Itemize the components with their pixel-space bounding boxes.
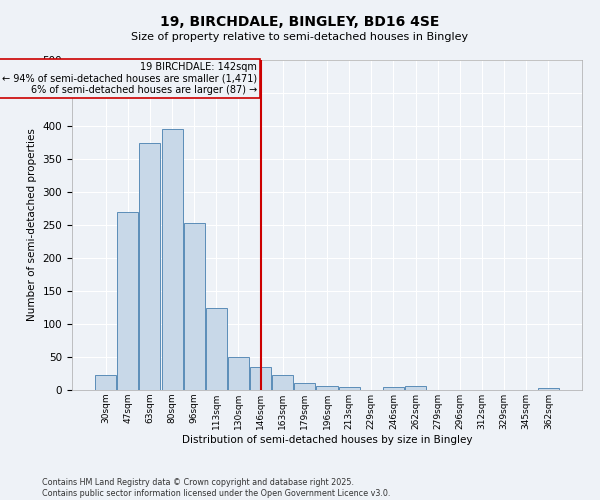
Text: 19 BIRCHDALE: 142sqm
← 94% of semi-detached houses are smaller (1,471)
6% of sem: 19 BIRCHDALE: 142sqm ← 94% of semi-detac… [2,62,257,95]
Bar [139,142,160,390]
Bar [118,212,139,390]
Bar [206,308,227,390]
Bar [184,223,205,390]
Y-axis label: Number of semi-detached properties: Number of semi-detached properties [27,128,37,322]
Bar [272,376,293,390]
Bar [538,388,559,390]
Bar [405,386,426,390]
Text: Contains HM Land Registry data © Crown copyright and database right 2025.
Contai: Contains HM Land Registry data © Crown c… [42,478,391,498]
Bar [161,130,182,390]
X-axis label: Distribution of semi-detached houses by size in Bingley: Distribution of semi-detached houses by … [182,434,472,444]
Bar [295,384,316,390]
Text: Size of property relative to semi-detached houses in Bingley: Size of property relative to semi-detach… [131,32,469,42]
Text: 19, BIRCHDALE, BINGLEY, BD16 4SE: 19, BIRCHDALE, BINGLEY, BD16 4SE [160,15,440,29]
Bar [95,376,116,390]
Bar [250,367,271,390]
Bar [228,357,249,390]
Bar [383,386,404,390]
Bar [316,386,338,390]
Bar [338,388,359,390]
